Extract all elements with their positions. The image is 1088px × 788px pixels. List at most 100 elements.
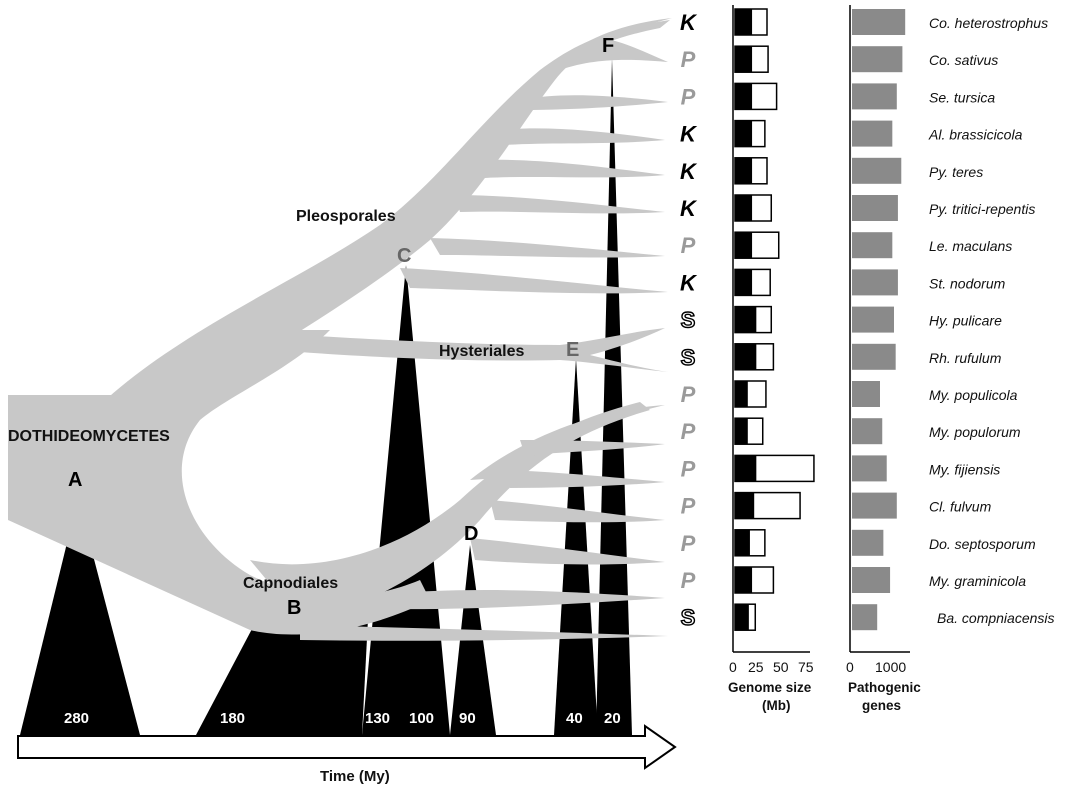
- species-name: Co. heterostrophus: [929, 15, 1048, 31]
- pleosporales-label: Pleosporales: [296, 208, 396, 225]
- lifestyle-code: P: [681, 84, 696, 109]
- tree-tip: [300, 625, 668, 641]
- tree-tip: [400, 268, 668, 294]
- tree-tip: [500, 128, 665, 145]
- age-label: 100: [409, 710, 434, 727]
- tree-hysteriales-branch: [300, 328, 668, 372]
- genome-core-bar: [735, 604, 749, 631]
- pathogenic-tick-label: 1000: [875, 659, 906, 675]
- genome-core-bar: [735, 9, 753, 35]
- lifestyle-code: P: [681, 568, 696, 593]
- species-name: Co. sativus: [929, 52, 998, 68]
- genome-core-bar: [735, 492, 755, 519]
- species-name: Py. tritici-repentis: [929, 201, 1035, 217]
- tree-upper-trunk: [100, 20, 670, 430]
- species-name: Le. maculans: [929, 238, 1012, 254]
- divergence-triangle-a: [20, 498, 140, 735]
- tree-tip: [548, 18, 672, 70]
- lifestyle-code: K: [680, 270, 698, 295]
- age-label: 40: [566, 710, 583, 727]
- tree-tip: [520, 95, 668, 110]
- tree-tip: [490, 500, 665, 523]
- tree-tip: [505, 470, 665, 488]
- node-label-c: C: [397, 245, 411, 267]
- species-name: Ba. compniacensis: [937, 610, 1055, 626]
- time-arrow: Time (My): [17, 724, 677, 785]
- tree-lower-trunk: [250, 402, 650, 620]
- species-name: Se. tursica: [929, 89, 995, 105]
- order-labels: Pleosporales Hysteriales Capnodiales DOT…: [8, 208, 524, 592]
- pathogenic-genes-bar: [852, 604, 878, 631]
- pathogenic-genes-bar: [852, 567, 891, 593]
- pathogenic-genes-bar: [852, 157, 902, 184]
- class-label: DOTHIDEOMYCETES: [8, 428, 170, 445]
- tree-tip: [480, 159, 665, 178]
- genome-core-bar: [735, 83, 753, 110]
- pathogenic-genes-bar: [852, 381, 880, 407]
- pathogenic-genes-bar: [852, 343, 896, 370]
- tree-tip: [520, 440, 665, 455]
- tree-tip: [455, 195, 665, 214]
- genome-tick-label: 50: [773, 659, 789, 675]
- divergence-triangles: [20, 58, 632, 735]
- genome-panel-title: (Mb): [762, 698, 790, 713]
- tree-tip: [430, 238, 665, 258]
- pathogenic-genes-bar: [852, 418, 883, 445]
- lifestyle-code: S: [681, 345, 696, 370]
- species-name: My. fijiensis: [929, 461, 1000, 477]
- pathogenic-genes-bar: [852, 120, 893, 147]
- genome-core-bar: [735, 269, 753, 296]
- pathogenic-tick-label: 0: [846, 659, 854, 675]
- pathogenic-axis: 0 1000 Pathogenic genes: [846, 5, 921, 713]
- node-label-a: A: [68, 469, 82, 491]
- species-name: My. graminicola: [929, 573, 1026, 589]
- divergence-triangle-c: [362, 265, 450, 735]
- node-label-d: D: [464, 523, 478, 545]
- lifestyle-code: P: [681, 456, 696, 481]
- pathogenic-genes-bar: [852, 306, 894, 333]
- node-label-f: F: [602, 35, 614, 57]
- node-label-b: B: [287, 597, 301, 619]
- time-axis-title: Time (My): [320, 768, 390, 785]
- divergence-triangle-e: [554, 358, 598, 735]
- tree-tip: [360, 590, 665, 610]
- lifestyle-code: K: [680, 122, 698, 147]
- pathogenic-genes-bar: [852, 455, 887, 482]
- genome-core-bar: [735, 157, 753, 184]
- species-name: Al. brassicicola: [928, 127, 1023, 143]
- genome-size-panel: [734, 8, 815, 631]
- age-label: 130: [365, 710, 390, 727]
- pathogenic-genes-bar: [852, 529, 884, 556]
- genome-core-bar: [735, 381, 748, 407]
- capnodiales-label: Capnodiales: [243, 575, 338, 592]
- species-name: Hy. pulicare: [929, 313, 1002, 329]
- lifestyle-code: K: [680, 159, 698, 184]
- age-label: 20: [604, 710, 621, 727]
- lifestyle-code: P: [681, 419, 696, 444]
- genome-panel-title: Genome size: [728, 680, 812, 695]
- pathogenic-genes-bar: [852, 9, 906, 35]
- genome-tick-label: 25: [748, 659, 764, 675]
- species-name: My. populicola: [929, 387, 1018, 403]
- species-name: St. nodorum: [929, 275, 1006, 291]
- lifestyle-code: K: [680, 196, 698, 221]
- divergence-triangle-f: [596, 58, 632, 735]
- age-label: 90: [459, 710, 476, 727]
- pathogenic-genes-bar: [852, 83, 897, 110]
- pathogenic-genes-bar: [852, 232, 893, 259]
- genome-tick-label: 0: [729, 659, 737, 675]
- lifestyle-code: K: [680, 10, 698, 35]
- age-label: 180: [220, 710, 245, 727]
- genome-core-bar: [735, 306, 757, 333]
- pathogenic-genes-bar: [852, 492, 897, 519]
- genome-core-bar: [735, 46, 753, 73]
- lifestyle-code: P: [681, 47, 696, 72]
- phylogeny-tree: [8, 18, 672, 641]
- lifestyle-code: P: [681, 531, 696, 556]
- species-name: Rh. rufulum: [929, 350, 1002, 366]
- genome-core-bar: [735, 418, 748, 445]
- species-name-column: Co. heterostrophus Co. sativus Se. tursica…: [928, 15, 1055, 626]
- pathogenic-panel-title: Pathogenic: [848, 680, 921, 695]
- lifestyle-code: P: [681, 382, 696, 407]
